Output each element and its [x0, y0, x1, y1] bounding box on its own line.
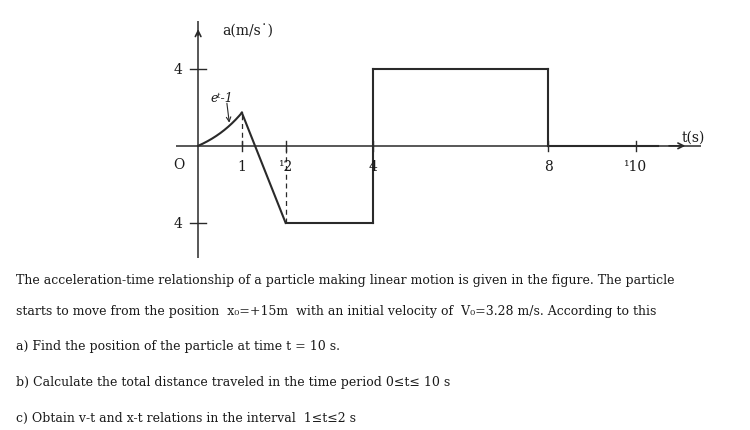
Text: starts to move from the position  x₀=+15m  with an initial velocity of  V₀=3.28 : starts to move from the position x₀=+15m… [16, 304, 657, 317]
Text: eᵗ-1: eᵗ-1 [210, 92, 233, 105]
Text: c) Obtain v-t and x-t relations in the interval  1≤t≤2 s: c) Obtain v-t and x-t relations in the i… [16, 411, 356, 424]
Text: a(m/s˙): a(m/s˙) [222, 24, 273, 38]
Text: 4: 4 [369, 160, 377, 174]
Text: 8: 8 [544, 160, 553, 174]
Text: b) Calculate the total distance traveled in the time period 0≤t≤ 10 s: b) Calculate the total distance traveled… [16, 375, 451, 388]
Text: The acceleration-time relationship of a particle making linear motion is given i: The acceleration-time relationship of a … [16, 273, 675, 286]
Text: ¹10: ¹10 [624, 160, 647, 174]
Text: a) Find the position of the particle at time t = 10 s.: a) Find the position of the particle at … [16, 340, 340, 353]
Text: O: O [174, 158, 185, 172]
Text: 1: 1 [238, 160, 246, 174]
Text: 4: 4 [174, 216, 183, 230]
Text: t(s): t(s) [682, 130, 705, 144]
Text: 4: 4 [174, 63, 183, 77]
Text: ¹2: ¹2 [278, 160, 292, 174]
